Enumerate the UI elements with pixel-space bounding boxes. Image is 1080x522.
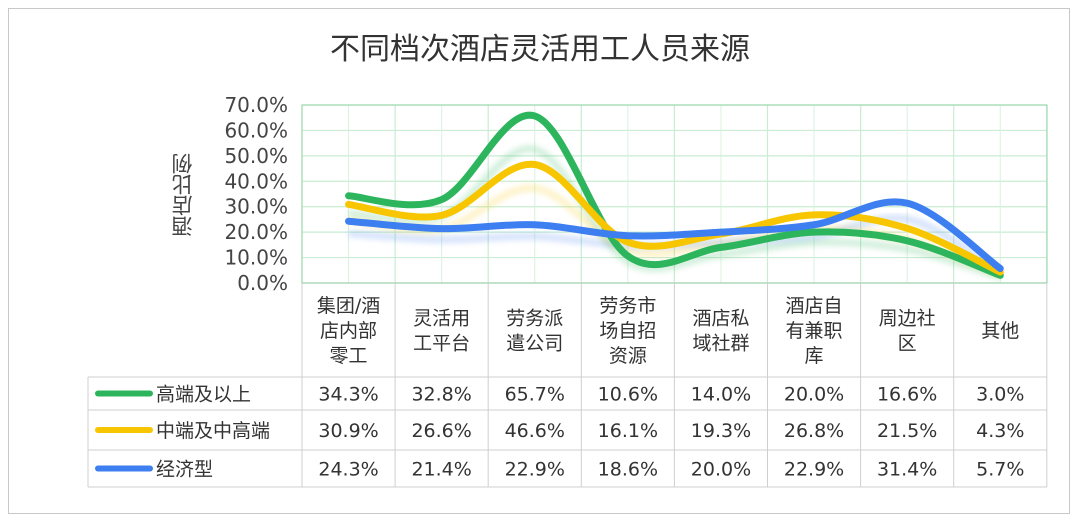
series-line [345,111,1004,279]
legend-label: 中端及中高端 [156,420,270,442]
data-table-cell: 22.9% [784,459,844,481]
data-table-cell: 14.0% [691,384,751,406]
data-table-cell: 18.6% [598,459,658,481]
x-category-label: 遣公司 [506,333,563,355]
data-table-cell: 24.3% [318,459,378,481]
data-table-cell: 21.5% [877,420,937,442]
x-category-label: 零工 [330,345,368,367]
x-category-label: 店内部 [320,320,377,342]
x-category-label: 灵活用 [413,308,470,330]
y-tick-label: 70.0% [224,93,288,117]
data-table-cell: 4.3% [976,420,1024,442]
series-line [345,198,1004,273]
chart-title: 不同档次酒店灵活用工人员来源 [330,32,750,67]
x-category-label: 资源 [609,345,647,367]
data-table-cell: 34.3% [318,384,378,406]
data-table-cell: 30.9% [318,420,378,442]
x-category-label: 区 [898,333,917,355]
data-table-cell: 32.8% [411,384,471,406]
data-table-cell: 20.0% [691,459,751,481]
data-table-cell: 16.6% [877,384,937,406]
chart-frame [8,8,1070,514]
y-tick-label: 10.0% [224,246,288,270]
x-category-label: 周边社 [879,308,936,330]
data-table-cell: 26.8% [784,420,844,442]
data-table-cell: 31.4% [877,459,937,481]
data-table-cell: 16.1% [598,420,658,442]
data-table-cell: 5.7% [976,459,1024,481]
data-table-cell: 46.6% [505,420,565,442]
x-category-label: 其他 [981,320,1019,342]
data-table-cell: 26.6% [411,420,471,442]
x-category-label: 劳务市 [599,295,656,317]
x-category-label: 劳务派 [506,308,563,330]
x-category-label: 酒店私 [692,308,749,330]
x-category-label: 酒店自 [786,295,843,317]
x-category-label: 集团/酒 [317,295,380,317]
series-line [345,160,1004,276]
y-tick-label: 50.0% [224,144,288,168]
x-category-label: 库 [805,345,824,367]
y-tick-label: 20.0% [224,220,288,244]
y-tick-label: 40.0% [224,169,288,193]
data-table-cell: 3.0% [976,384,1024,406]
x-category-label: 工平台 [413,333,470,355]
x-category-label: 场自招 [599,320,656,342]
data-table-cell: 20.0% [784,384,844,406]
data-table-cell: 19.3% [691,420,751,442]
x-category-label: 域社群 [692,333,749,355]
legend-label: 经济型 [156,459,213,481]
data-table-cell: 21.4% [411,459,471,481]
y-tick-label: 60.0% [224,118,288,142]
data-table-cell: 65.7% [505,384,565,406]
x-category-label: 有兼职 [786,320,843,342]
y-tick-label: 30.0% [224,195,288,219]
data-table-cell: 22.9% [505,459,565,481]
legend-label: 高端及以上 [156,384,251,406]
y-tick-label: 0.0% [237,271,288,295]
data-table-cell: 10.6% [598,384,658,406]
